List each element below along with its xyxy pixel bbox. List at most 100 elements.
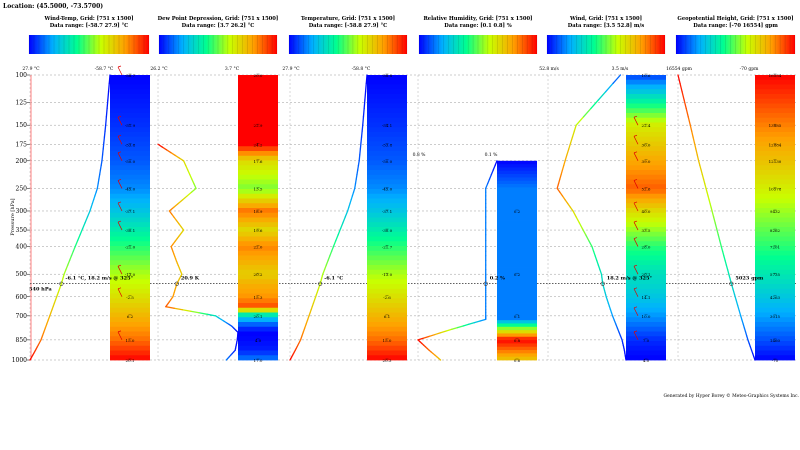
- colorbar-value-label: 15.0: [126, 338, 135, 343]
- colorbar-cell: [367, 155, 407, 161]
- colorbar-cell: [497, 323, 537, 328]
- colorbar-cell: [626, 355, 666, 361]
- colorbar-cell: [110, 322, 150, 328]
- colorbar-cell: [238, 155, 278, 161]
- panel-title: Geopotential Height, Grid: [751 x 1500]: [677, 16, 793, 22]
- colorbar-cell: [497, 164, 537, 168]
- profile-line-segment: [702, 178, 706, 185]
- profile-line-segment: [351, 191, 355, 197]
- profile-line-segment: [180, 226, 185, 231]
- colorbar-cell: [626, 265, 666, 271]
- colorbar-cell: [755, 231, 795, 237]
- profile-line-segment: [355, 173, 358, 180]
- colorbar-cell: [110, 279, 150, 285]
- colorbar-cell: [110, 160, 150, 166]
- colorbar-cell: [755, 117, 795, 123]
- colorbar-cell: [755, 265, 795, 271]
- profile-line-segment: [613, 319, 617, 325]
- colorbar-cell: [367, 222, 407, 228]
- colorbar-cell: [755, 160, 795, 166]
- colorbar-cell: [626, 236, 666, 242]
- colorbar-cell: [110, 293, 150, 299]
- colorbar-cell: [238, 141, 278, 147]
- colorbar-cell: [497, 184, 537, 188]
- wind-barb: [117, 220, 123, 231]
- panel-data-range: Data range: [0.1 0.8] %: [444, 23, 512, 29]
- colorbar-cell: [238, 179, 278, 185]
- profile-line-segment: [98, 173, 101, 180]
- colorbar-cell: [497, 243, 537, 248]
- colorbar-cell: [367, 98, 407, 104]
- colorbar-value-label: 5735: [770, 272, 781, 277]
- colorbar-value-label: 10.0: [642, 314, 651, 319]
- profile-line-segment: [362, 116, 365, 126]
- colorbar-value-label: 4263: [770, 295, 781, 300]
- colorbar-cell: [626, 288, 666, 294]
- profile-line-segment: [327, 255, 331, 262]
- colorbar-cell: [626, 203, 666, 209]
- colorbar-cell: [238, 89, 278, 95]
- colorbar-cell: [497, 316, 537, 321]
- colorbar-cell: [626, 350, 666, 356]
- colorbar-cell: [110, 141, 150, 147]
- colorbar-cell: [755, 89, 795, 95]
- colorbar-cell: [626, 212, 666, 218]
- profile-line-segment: [733, 293, 737, 301]
- colorbar-cell: [110, 146, 150, 152]
- colorbar-cell: [367, 189, 407, 195]
- profile-line-segment: [331, 245, 335, 252]
- colorbar-cell: [626, 94, 666, 100]
- colorbar-cell: [110, 341, 150, 347]
- colorbar-value-label: 10.6: [642, 73, 651, 78]
- wind-barb: [633, 287, 639, 297]
- profile-line-segment: [597, 264, 601, 271]
- profile-line-segment: [335, 234, 339, 242]
- profile-line-segment: [99, 164, 102, 171]
- colorbar-value-label: 20.0: [254, 73, 263, 78]
- colorbar-cell: [626, 274, 666, 280]
- profile-line-segment: [190, 187, 197, 193]
- profile-line-segment: [354, 183, 357, 190]
- profile-line-segment: [575, 116, 585, 126]
- profile-line-segment: [692, 136, 696, 144]
- colorbar-cell: [110, 165, 150, 171]
- colorbar-value-label: 12884: [769, 142, 782, 147]
- profile-line-segment: [559, 191, 564, 197]
- colorbar-cell: [755, 255, 795, 261]
- colorbar-cell: [367, 345, 407, 351]
- colorbar-cell: [367, 265, 407, 271]
- profile-line-segment: [363, 99, 366, 110]
- footer-credit: Generated by Hyper Borey © Meteo-Graphic…: [663, 392, 799, 399]
- colorbar-value-label: 40.0: [642, 209, 651, 214]
- colorbar-cell: [110, 265, 150, 271]
- panel-x-max-label: 3.5 m/s: [612, 66, 629, 72]
- profile-line-segment: [46, 319, 49, 325]
- colorbar-cell: [238, 317, 278, 323]
- colorbar-cell: [238, 279, 278, 285]
- profile-line-segment: [365, 74, 368, 85]
- profile-line-segment: [568, 142, 572, 150]
- panel-x-min-label: 27.9 °C: [22, 66, 40, 72]
- colorbar-value-label: -53.8: [125, 142, 136, 147]
- colorbar-cell: [497, 240, 537, 245]
- panel-title: Relative Humidity, Grid: [751 x 1500]: [423, 16, 532, 22]
- colorbar-value-label: 7.0: [643, 338, 650, 343]
- colorbar-cell: [497, 253, 537, 258]
- colorbar-cell: [110, 113, 150, 119]
- profile-line-segment: [44, 323, 48, 329]
- colorbar-cell: [367, 217, 407, 223]
- colorbar-cell: [497, 303, 537, 308]
- colorbar-value-label: -50.0: [125, 159, 136, 164]
- profile-line-segment: [693, 142, 697, 150]
- colorbar-cell: [626, 160, 666, 166]
- colorbar-cell: [238, 345, 278, 351]
- profile-line-segment: [91, 199, 95, 205]
- colorbar-value-label: 0.6: [514, 358, 521, 363]
- colorbar-cell: [367, 193, 407, 199]
- colorbar-cell: [238, 122, 278, 128]
- profile-line-segment: [572, 210, 577, 218]
- cursor-value-label: -6.1 °C, 18.2 m/s @ 325°: [65, 275, 133, 282]
- colorbar-cell: [626, 165, 666, 171]
- colorbar-value-label: 15.0: [383, 338, 392, 343]
- colorbar-cell: [110, 155, 150, 161]
